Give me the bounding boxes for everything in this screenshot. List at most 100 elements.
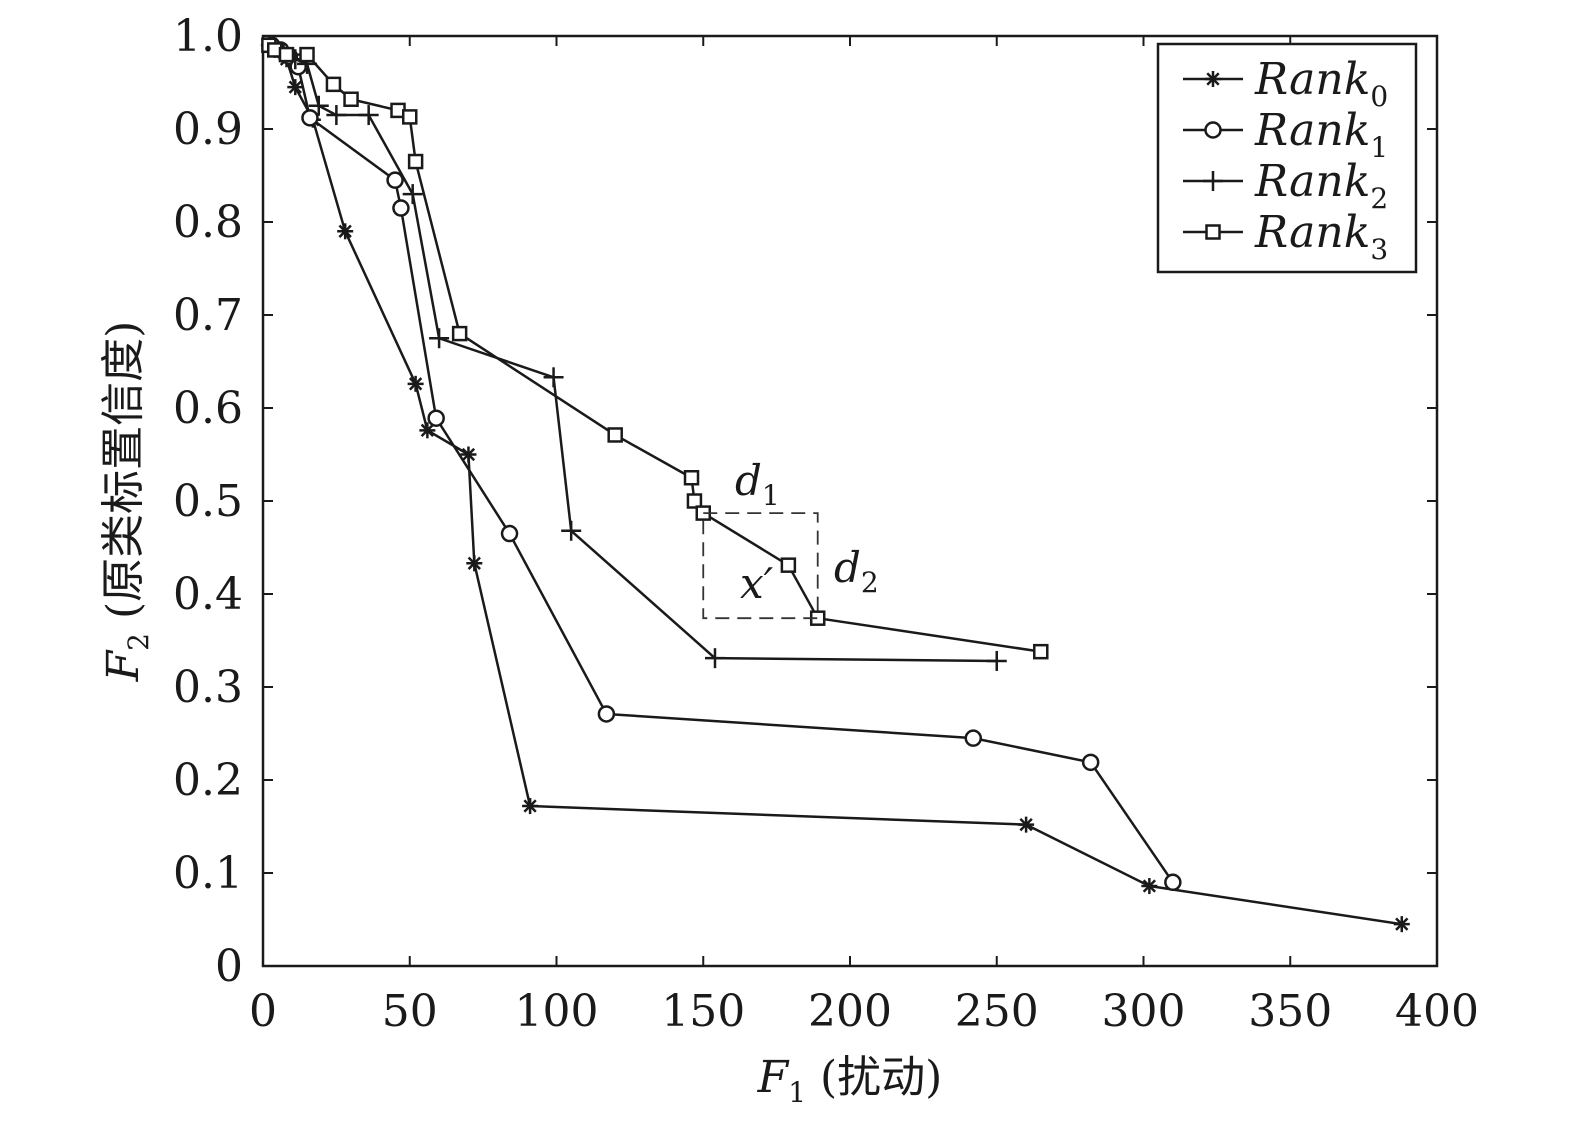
legend-label: Rank3 [1254,207,1388,266]
marker-stroke [523,799,537,813]
marker-stroke [338,224,352,238]
marker-stroke [467,556,481,570]
annot-var: d [735,456,762,505]
marker-circle [1081,753,1100,772]
legend-entry-rank-0: Rank0 [1183,54,1388,113]
marker-stroke [461,447,476,462]
x-tick-label: 200 [808,986,892,1037]
series-rank-2 [261,35,1007,671]
series-layer [260,35,1410,933]
y-axis-sub: 2 [122,633,155,651]
marker-square [607,427,623,443]
marker-stroke [1019,817,1033,832]
marker-circle [427,409,445,427]
data-point [402,184,423,205]
data-point [419,422,436,439]
marker-square [686,493,703,509]
marker-circle [386,171,404,189]
marker-circle [597,705,616,723]
marker-square [343,91,359,107]
x-axis-sub: 1 [788,1076,806,1109]
marker-stroke [420,423,435,437]
series-rank-3 [261,37,1049,660]
y-tick-label: 0.5 [173,476,243,527]
data-point [607,427,623,443]
x-tick-label: 300 [1102,986,1186,1037]
data-point [780,557,797,573]
data-point [407,375,424,392]
axis-ticks: 0 50 100 150 200 250 300 350 400 0 0.1 0.2 0.3 0.4 0.5… [173,11,1479,1037]
legend-label-name: Rank [1254,105,1370,156]
data-point [287,79,304,96]
legend-marker [1205,71,1221,87]
marker-circle [500,524,519,543]
data-point [392,199,410,217]
data-point [301,109,319,127]
data-point [427,409,445,427]
data-point [500,524,519,543]
marker-circle [964,729,983,747]
annotation-x-prime: x′ [740,559,774,608]
data-point [1018,816,1035,833]
marker-circle [1204,121,1222,139]
data-point [337,223,354,240]
x-tick-label: 50 [382,986,438,1037]
data-point [326,105,347,126]
marker-stroke [1206,72,1220,86]
y-axis-title: F2 (原类标置信度) [98,321,155,683]
y-tick-label: 0.2 [173,755,243,806]
data-point [683,470,700,486]
data-point [466,555,483,572]
legend-marker [1204,121,1222,139]
annot-var: d [834,543,861,592]
y-axis-rest: (原类标置信度) [98,321,149,633]
annot-sub: 1 [762,479,780,512]
legend-label-name: Rank [1254,207,1370,258]
y-tick-label: 0 [215,941,243,992]
y-tick-label: 0.4 [173,569,243,620]
data-point [460,446,477,463]
y-tick-label: 0.1 [173,848,243,899]
marker-square [451,325,468,342]
data-point [358,105,379,126]
marker-circle [1164,873,1182,892]
y-axis-var: F [98,649,149,682]
dashed-region-box [702,512,819,620]
data-point [407,153,424,170]
marker-stroke [1395,917,1409,931]
legend-marker [1205,224,1221,240]
series-line [271,44,1174,884]
x-tick-label: 350 [1248,986,1332,1037]
y-tick-label: 0.6 [173,383,243,434]
x-axis-title: F1 (扰动) [757,1052,943,1109]
legend-label: Rank0 [1254,54,1388,113]
data-point [278,46,295,63]
marker-square [683,470,700,486]
marker-square [407,153,424,170]
marker-stroke [408,377,423,391]
data-point [964,729,983,747]
data-point [429,328,450,349]
y-tick-label: 0.9 [173,104,243,155]
x-tick-label: 400 [1395,986,1479,1037]
y-tick-label: 0.3 [173,662,243,713]
legend-label-name: Rank [1254,156,1370,207]
data-point [1081,753,1100,772]
marker-square [1205,224,1221,240]
data-point [343,91,359,107]
marker-circle [392,199,410,217]
data-point [1033,643,1049,660]
legend-entry-rank-1: Rank1 [1183,105,1388,164]
y-tick-label: 1.0 [173,11,243,62]
data-point [1164,873,1182,892]
x-tick-label: 250 [955,986,1039,1037]
marker-stroke [288,80,302,94]
data-point [308,95,329,116]
data-point [386,171,404,189]
x-axis-var: F [757,1052,790,1103]
marker-square [402,109,418,125]
legend-label-sub: 3 [1370,233,1388,266]
annot-sub: 2 [861,566,879,599]
